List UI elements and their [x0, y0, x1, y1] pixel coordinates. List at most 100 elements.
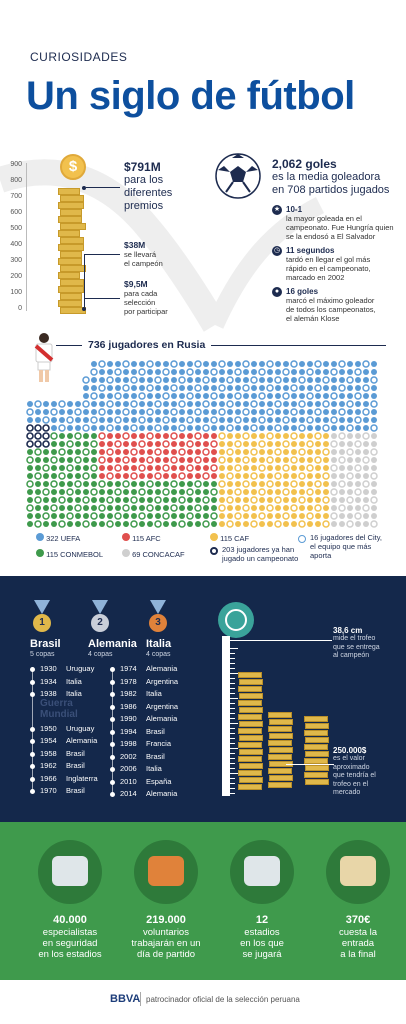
- text-line: diferentes: [124, 187, 173, 199]
- stat-text: voluntarios trabajarán en un día de partid…: [116, 927, 216, 960]
- player-dot: [82, 472, 90, 480]
- gold-bar: [268, 726, 292, 732]
- player-dot: [218, 384, 226, 392]
- player-dot: [123, 441, 129, 447]
- player-dot: [162, 488, 170, 496]
- player-dot: [306, 368, 314, 376]
- text-line: el campeón: [124, 259, 163, 268]
- player-dot: [242, 456, 250, 464]
- player-dot: [267, 521, 273, 527]
- player-dot: [274, 376, 282, 384]
- row-dot: [110, 704, 115, 710]
- text-line: para los: [124, 174, 164, 186]
- player-dot: [290, 432, 298, 440]
- player-dot: [371, 393, 377, 399]
- player-dot: [363, 513, 369, 519]
- player-dot: [139, 449, 145, 455]
- player-dot: [219, 377, 225, 383]
- text-line: estadios: [244, 927, 280, 938]
- player-dot: [323, 409, 329, 415]
- ruler-tick: [230, 743, 235, 744]
- player-dot: [267, 513, 273, 519]
- player-dot: [195, 521, 201, 527]
- player-dot: [274, 520, 282, 528]
- player-dot: [67, 401, 73, 407]
- player-dot: [171, 393, 177, 399]
- player-dot: [323, 513, 329, 519]
- player-dot: [114, 368, 122, 376]
- row-dot: [110, 754, 115, 760]
- player-dot: [67, 425, 73, 431]
- player-dot: [314, 432, 322, 440]
- player-dot: [26, 408, 34, 416]
- legend-label: 322 UEFA: [46, 534, 81, 543]
- text-line: en los estadios: [38, 949, 102, 960]
- text-line: voluntarios: [143, 927, 189, 938]
- trophy-height: 38,6 cm mide el trofeo que se entrega al c…: [333, 626, 380, 661]
- player-dot: [234, 416, 242, 424]
- player-dot: [146, 360, 154, 368]
- player-dot: [314, 456, 322, 464]
- text-line: entrada: [341, 938, 375, 949]
- coin: [60, 251, 82, 258]
- footer: [0, 980, 406, 1024]
- player-dot: [107, 465, 113, 471]
- player-dot: [114, 392, 122, 400]
- player-dot: [250, 424, 258, 432]
- player-dot: [203, 393, 209, 399]
- player-dot: [170, 360, 178, 368]
- text-line: la mayor goleada en el: [286, 214, 362, 223]
- text-line: en los que: [240, 938, 284, 949]
- player-dot: [259, 481, 265, 487]
- player-dot: [258, 512, 266, 520]
- player-dot: [170, 384, 178, 392]
- player-dot: [219, 465, 225, 471]
- player-dot: [307, 385, 313, 391]
- player-dot: [187, 409, 193, 415]
- player-dot: [43, 449, 49, 455]
- player-dot: [67, 473, 73, 479]
- player-dot: [339, 393, 345, 399]
- player-dot: [34, 496, 42, 504]
- legend-item: 115 CONMEBOL: [36, 549, 103, 559]
- player-dot: [307, 425, 313, 431]
- player-dot: [346, 424, 354, 432]
- row-dot: [110, 717, 115, 722]
- player-dot: [251, 457, 257, 463]
- ruler-tick: [230, 718, 235, 719]
- player-dot: [355, 449, 361, 455]
- player-dot: [210, 440, 218, 448]
- player-dot: [58, 520, 66, 528]
- champion-country: Uruguay: [66, 664, 95, 673]
- text-line: jugado un campeonato: [222, 554, 299, 563]
- player-dot: [282, 440, 290, 448]
- player-dot: [146, 480, 154, 488]
- coin: [58, 286, 84, 293]
- player-dot: [91, 385, 97, 391]
- player-dot: [51, 449, 57, 455]
- player-dot: [163, 385, 169, 391]
- player-dot: [195, 449, 201, 455]
- player-dot: [363, 465, 369, 471]
- champion-country: Brasil: [66, 786, 85, 795]
- gold-bar: [238, 700, 262, 706]
- row-dot: [30, 726, 35, 732]
- player-dot: [234, 512, 242, 520]
- trophy-height-line: [226, 640, 332, 641]
- player-dot: [218, 432, 226, 440]
- player-dot: [59, 465, 65, 471]
- player-dot: [250, 400, 258, 408]
- player-dot: [243, 369, 249, 375]
- player-dot: [235, 385, 241, 391]
- champion-country: España: [146, 776, 172, 786]
- player-dot: [90, 416, 98, 424]
- player-dot: [210, 488, 218, 496]
- text-line: es la media goleadora: [272, 171, 381, 183]
- text-line: día de partido: [136, 949, 196, 960]
- text-line: de todos los campeonatos,: [286, 305, 376, 314]
- player-dot: [91, 409, 97, 415]
- player-dot: [251, 433, 257, 439]
- player-dot: [283, 505, 289, 511]
- ruler-tick: [230, 673, 238, 674]
- player-dot: [251, 465, 257, 471]
